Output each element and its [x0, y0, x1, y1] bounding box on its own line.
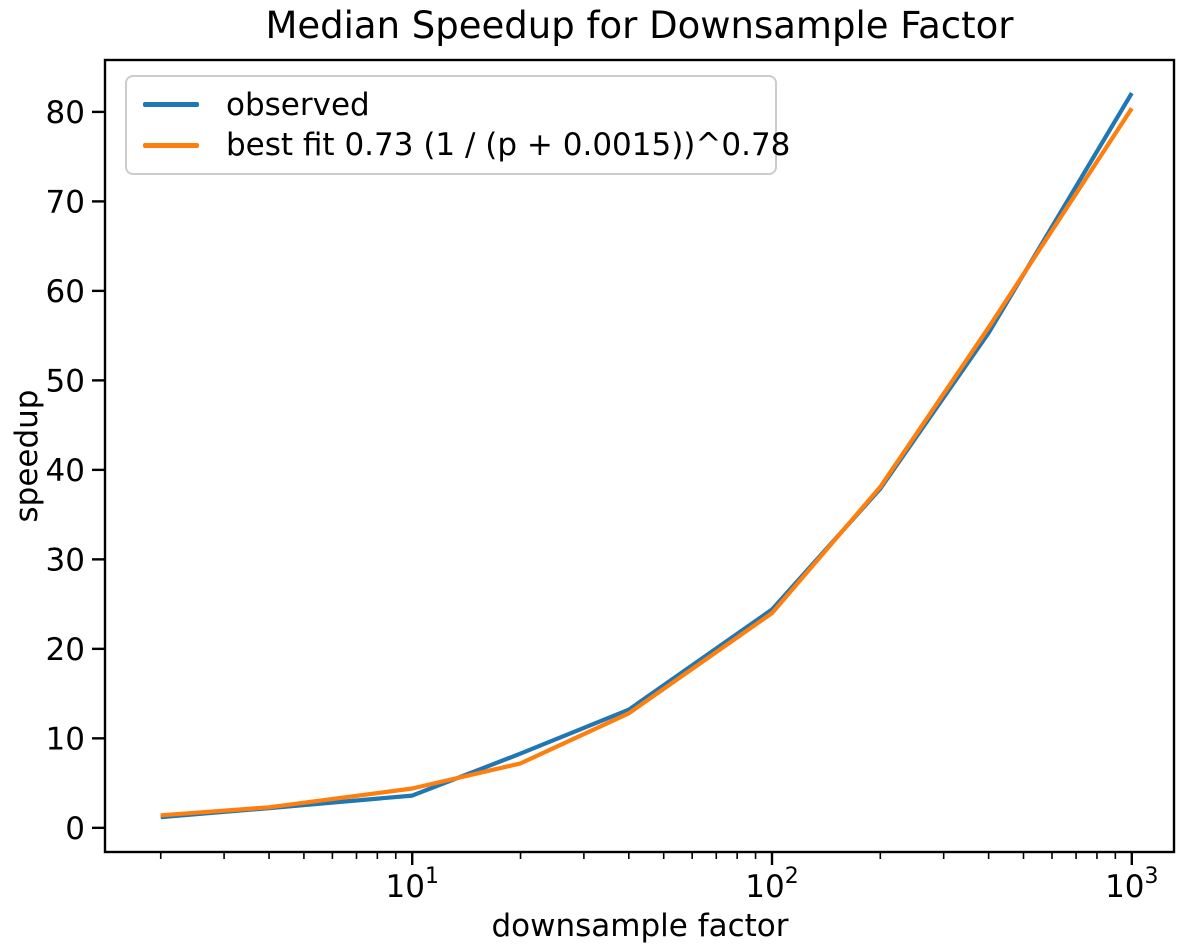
y-tick-label: 30	[46, 542, 85, 578]
legend: observed best fit 0.73 (1 / (p + 0.0015)…	[125, 75, 790, 175]
legend-item-observed: observed	[137, 86, 765, 123]
x-tick-label: 103	[1105, 864, 1158, 905]
x-axis-label: downsample factor	[491, 908, 789, 944]
observed-line	[160, 92, 1134, 820]
y-tick-label: 80	[46, 95, 85, 131]
observed-line-swatch	[143, 102, 199, 108]
y-tick-label: 70	[46, 184, 85, 220]
legend-label-observed: observed	[226, 86, 370, 123]
plot-spines	[103, 58, 1176, 854]
y-tick-label: 50	[46, 363, 85, 399]
x-tick-label: 101	[385, 864, 438, 905]
y-tick-label: 60	[46, 274, 85, 310]
y-tick-label: 10	[46, 721, 85, 757]
best-fit-line-swatch	[143, 142, 199, 148]
y-tick-label: 40	[46, 453, 85, 489]
chart-title: Median Speedup for Downsample Factor	[265, 4, 1014, 47]
best-fit-line	[160, 107, 1134, 818]
legend-item-best-fit: best fit 0.73 (1 / (p + 0.0015))^0.78	[137, 128, 790, 162]
legend-label-best-fit: best fit 0.73 (1 / (p + 0.0015))^0.78	[226, 127, 791, 164]
x-tick-label: 102	[745, 864, 798, 905]
y-tick-label: 20	[46, 632, 85, 668]
y-tick-label: 0	[65, 811, 85, 847]
